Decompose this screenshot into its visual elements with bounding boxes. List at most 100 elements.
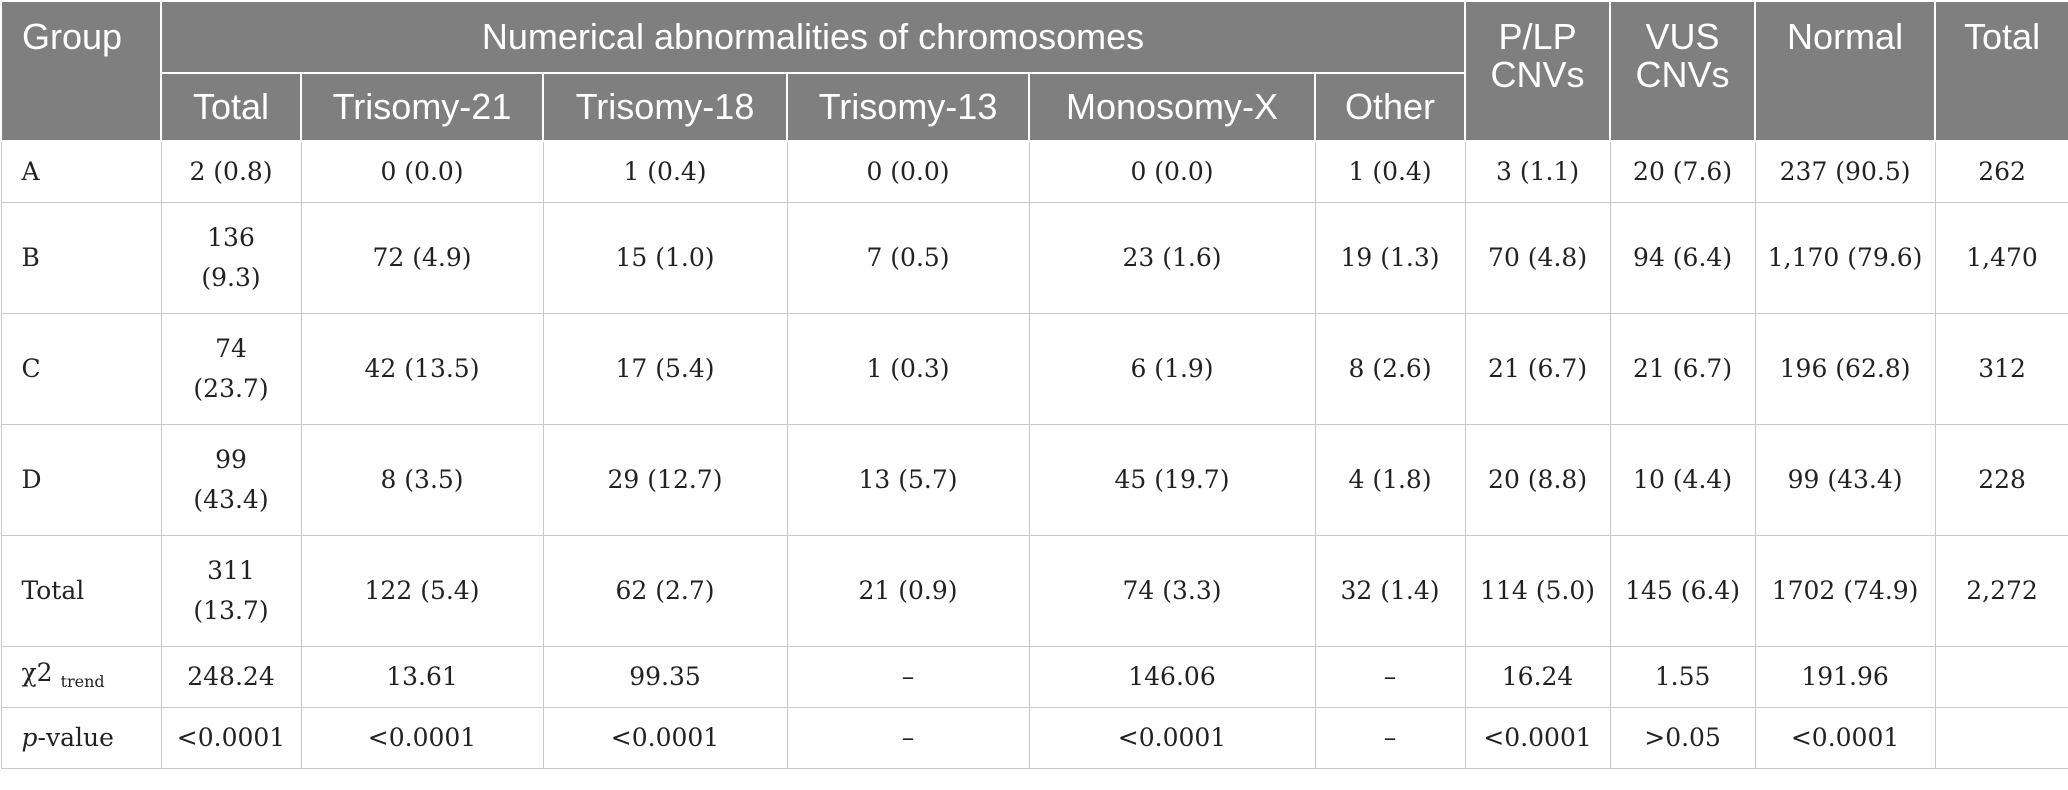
subheader-trisomy-13: Trisomy-13: [786, 72, 1030, 142]
cell-monosomy-x: 0 (0.0): [1028, 140, 1316, 203]
cell-plp-cnvs: 114 (5.0): [1464, 535, 1611, 647]
cell-line: 122 (5.4): [364, 576, 480, 605]
cell-line: 0 (0.0): [380, 157, 464, 186]
p-value-label: p-value: [0, 707, 162, 769]
cell-line: (23.7): [193, 374, 269, 403]
cell-line: 23 (1.6): [1122, 243, 1222, 272]
cell-monosomy-x: 74 (3.3): [1028, 535, 1316, 647]
cell-line: 20 (8.8): [1488, 465, 1588, 494]
table-body: A 2 (0.8) 0 (0.0) 1 (0.4) 0 (0.0) 0 (0.0) 1 (0…: [0, 140, 2068, 769]
cell-line: 196 (62.8): [1779, 354, 1911, 383]
cell-line: (9.3): [201, 263, 261, 292]
cell-line: (43.4): [193, 485, 269, 514]
cell-trisomy-18: 29 (12.7): [542, 424, 788, 536]
header-numerical-abnormalities: Numerical abnormalities of chromosomes: [159, 0, 1467, 74]
cell-normal: <0.0001: [1754, 707, 1936, 769]
cell-line: 1,470: [1966, 243, 2038, 272]
header-plp-cnvs: P/LP CNVs: [1464, 0, 1612, 142]
results-table: Group Numerical abnormalities of chromos…: [0, 0, 2068, 769]
cell-total: 74 (23.7): [160, 313, 302, 425]
chi-symbol: χ2: [21, 657, 53, 687]
cell-line: 312: [1978, 354, 2026, 383]
cell-vus-cnvs: >0.05: [1609, 707, 1756, 769]
table-row: C 74 (23.7) 42 (13.5) 17 (5.4) 1 (0.3) 6 (1.9)…: [0, 313, 2068, 425]
cell-line: 99 (43.4): [1787, 465, 1903, 494]
cell-trisomy-13: 13 (5.7): [786, 424, 1030, 536]
cell-trisomy-21: 122 (5.4): [300, 535, 544, 647]
row-label: B: [0, 202, 162, 314]
cell-normal: 196 (62.8): [1754, 313, 1936, 425]
cell-line: 6 (1.9): [1130, 354, 1214, 383]
cell-line: 10 (4.4): [1633, 465, 1733, 494]
cell-normal: 191.96: [1754, 646, 1936, 708]
cell-trisomy-21: <0.0001: [300, 707, 544, 769]
cell-other: 4 (1.8): [1314, 424, 1466, 536]
cell-line: 19 (1.3): [1340, 243, 1440, 272]
cell-line: 7 (0.5): [866, 243, 950, 272]
p-value-row: p-value <0.0001 <0.0001 <0.0001– <0.0001– <0…: [0, 707, 2068, 769]
cell-plp-cnvs: 16.24: [1464, 646, 1611, 708]
header-row-sub: Total Trisomy-21 Trisomy-18 Trisomy-13 M…: [1, 72, 2068, 142]
cell-vus-cnvs: 21 (6.7): [1609, 313, 1756, 425]
cell-line: 8 (3.5): [380, 465, 464, 494]
cell-trisomy-13: –: [786, 646, 1030, 708]
cell-trisomy-18: 1 (0.4): [542, 140, 788, 203]
cell-normal: 237 (90.5): [1754, 140, 1936, 203]
cell-line: 1 (0.4): [623, 157, 707, 186]
cell-other: 1 (0.4): [1314, 140, 1466, 203]
cell-vus-cnvs: 20 (7.6): [1609, 140, 1756, 203]
table-row: B 136 (9.3) 72 (4.9) 15 (1.0) 7 (0.5) 23 (1.6)…: [0, 202, 2068, 314]
cell-line: 8 (2.6): [1348, 354, 1432, 383]
cell-line: 1 (0.4): [1348, 157, 1432, 186]
cell-line: 262: [1978, 157, 2026, 186]
cell-line: 0 (0.0): [1130, 157, 1214, 186]
cell-trisomy-18: 17 (5.4): [542, 313, 788, 425]
table-row: D 99 (43.4) 8 (3.5) 29 (12.7) 13 (5.7) 45 (19.…: [0, 424, 2068, 536]
cell-plp-cnvs: 3 (1.1): [1464, 140, 1611, 203]
cell-line: 114 (5.0): [1480, 576, 1596, 605]
cell-line: 4 (1.8): [1348, 465, 1432, 494]
cell-monosomy-x: 6 (1.9): [1028, 313, 1316, 425]
cell-grand-total: 312: [1934, 313, 2068, 425]
cell-line: 74 (3.3): [1122, 576, 1222, 605]
cell-line: 1,170 (79.6): [1767, 243, 1923, 272]
cell-line: 1 (0.3): [866, 354, 950, 383]
cell-line: 21 (0.9): [858, 576, 958, 605]
cell-grand-total: [1934, 646, 2068, 708]
header-plp-line1: P/LP: [1498, 16, 1577, 57]
cell-trisomy-18: <0.0001: [542, 707, 788, 769]
cell-other: 8 (2.6): [1314, 313, 1466, 425]
cell-vus-cnvs: 145 (6.4): [1609, 535, 1756, 647]
cell-grand-total: 2,272: [1934, 535, 2068, 647]
cell-trisomy-18: 15 (1.0): [542, 202, 788, 314]
row-label: C: [0, 313, 162, 425]
row-label: A: [0, 140, 162, 203]
cell-normal: 99 (43.4): [1754, 424, 1936, 536]
header-vus-line2: CNVs: [1635, 54, 1730, 95]
cell-trisomy-13: 7 (0.5): [786, 202, 1030, 314]
cell-trisomy-21: 72 (4.9): [300, 202, 544, 314]
cell-line: 20 (7.6): [1633, 157, 1733, 186]
cell-line: 311: [207, 556, 255, 585]
cell-monosomy-x: <0.0001: [1028, 707, 1316, 769]
subheader-total: Total: [160, 72, 302, 142]
cell-grand-total: 228: [1934, 424, 2068, 536]
cell-line: 2,272: [1966, 576, 2038, 605]
cell-line: 145 (6.4): [1625, 576, 1741, 605]
cell-line: 228: [1978, 465, 2026, 494]
cell-total: 99 (43.4): [160, 424, 302, 536]
header-normal: Normal: [1754, 0, 1937, 142]
cell-grand-total: 1,470: [1934, 202, 2068, 314]
chi-trend-subscript: trend: [60, 671, 105, 691]
cell-line: 72 (4.9): [372, 243, 472, 272]
table-row: Total 311 (13.7) 122 (5.4) 62 (2.7) 21 (0.9) 7…: [0, 535, 2068, 647]
cell-line: 94 (6.4): [1633, 243, 1733, 272]
cell-vus-cnvs: 10 (4.4): [1609, 424, 1756, 536]
cell-total: <0.0001: [160, 707, 302, 769]
cell-trisomy-18: 62 (2.7): [542, 535, 788, 647]
cell-trisomy-18: 99.35: [542, 646, 788, 708]
cell-monosomy-x: 146.06: [1028, 646, 1316, 708]
subheader-monosomy-x: Monosomy-X: [1028, 72, 1316, 142]
cell-other: –: [1314, 707, 1466, 769]
chi-square-row: χ2 trend 248.24 13.61 99.35–146.06–16.24 1.5…: [0, 646, 2068, 708]
